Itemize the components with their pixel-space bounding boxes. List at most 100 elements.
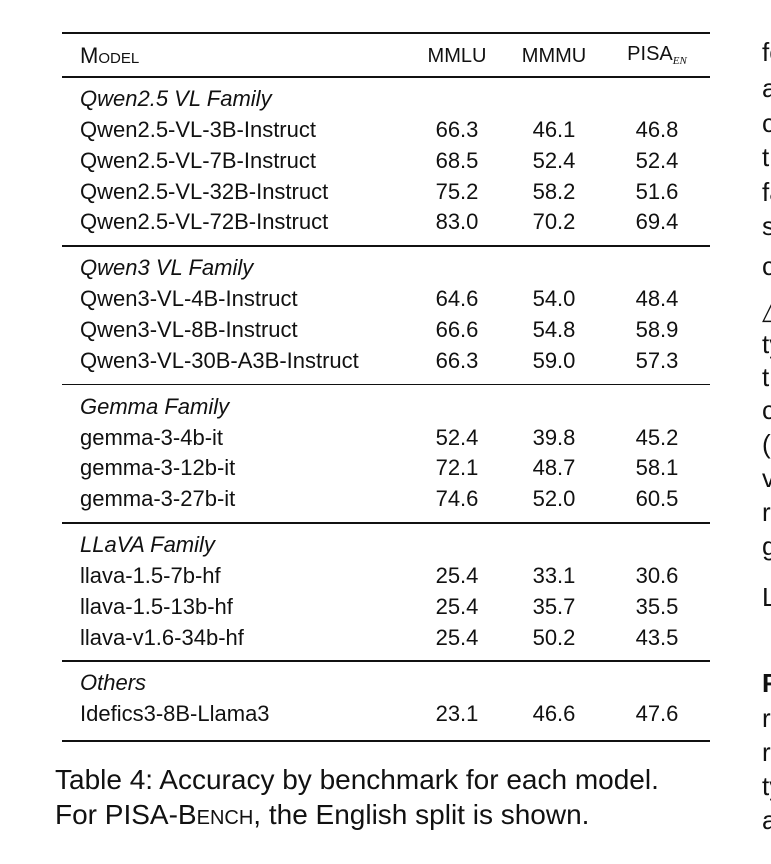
model-name: Qwen3-VL-30B-A3B-Instruct — [80, 347, 359, 373]
side-text: ty — [762, 329, 771, 359]
score: 35.5 — [635, 593, 679, 619]
score: 66.3 — [435, 117, 479, 142]
score: 66.6 — [435, 317, 479, 342]
score: 43.5 — [635, 624, 679, 650]
score: 68.5 — [435, 147, 479, 173]
side-text: L — [762, 582, 771, 612]
score: 58.2 — [532, 178, 576, 204]
score: 54.0 — [532, 286, 576, 312]
score: 46.1 — [532, 117, 576, 142]
header-sub: en — [672, 52, 687, 68]
score: 33.1 — [532, 563, 576, 588]
score: 70.2 — [532, 209, 576, 235]
side-text: fc — [762, 37, 771, 67]
score: 30.6 — [635, 563, 679, 588]
rule — [62, 32, 710, 34]
model-name: gemma-3-12b-it — [80, 455, 236, 481]
model-name: llava-v1.6-34b-hf — [80, 624, 244, 650]
model-name: Qwen3-VL-4B-Instruct — [80, 286, 298, 312]
score: 46.6 — [532, 701, 576, 727]
header-text: PISA — [627, 43, 673, 65]
model-name: Qwen2.5-VL-7B-Instruct — [80, 147, 316, 173]
score: 74.6 — [435, 486, 479, 512]
side-text: c — [762, 108, 771, 138]
score: 54.8 — [532, 317, 576, 342]
score: 48.4 — [635, 286, 679, 312]
side-text: r — [762, 703, 771, 733]
side-text: t — [762, 362, 770, 392]
header-cell: Model — [80, 43, 140, 68]
score: 25.4 — [435, 593, 479, 619]
rule — [62, 76, 710, 78]
caption-line: Table 4: Accuracy by benchmark for each … — [55, 764, 659, 795]
score: 23.1 — [435, 701, 479, 727]
rule — [62, 522, 710, 524]
score: 52.4 — [435, 424, 479, 450]
side-text: c — [762, 395, 771, 425]
score: 83.0 — [435, 209, 479, 235]
score: 25.4 — [435, 563, 479, 588]
group-title: Qwen2.5 VL Family — [80, 86, 272, 111]
score: 47.6 — [635, 701, 679, 727]
score: 58.1 — [635, 455, 679, 481]
score: 64.6 — [435, 286, 479, 312]
score: 58.9 — [635, 317, 679, 342]
caption-text: , the English split is shown. — [253, 799, 590, 830]
caption-text: Bench — [177, 799, 254, 830]
side-text: r — [762, 737, 771, 767]
side-text: t — [762, 142, 770, 172]
score: 52.0 — [532, 486, 576, 512]
score: 45.2 — [635, 424, 679, 450]
score: 69.4 — [635, 209, 679, 235]
side-text: F — [762, 668, 771, 698]
rule — [62, 245, 710, 247]
score: 60.5 — [635, 486, 679, 512]
score: 57.3 — [635, 347, 679, 373]
header-cell: PISAen — [627, 44, 687, 68]
header-cell: MMMU — [521, 45, 587, 67]
score: 75.2 — [435, 178, 479, 204]
score: 51.6 — [635, 178, 679, 204]
score: 66.3 — [435, 347, 479, 373]
model-name: Qwen2.5-VL-3B-Instruct — [80, 117, 316, 142]
rule — [62, 740, 710, 743]
model-name: Qwen3-VL-8B-Instruct — [80, 317, 298, 342]
side-text: r — [762, 497, 771, 527]
side-text: fa — [762, 177, 771, 207]
side-text: a — [762, 805, 771, 835]
group-title: Qwen3 VL Family — [80, 255, 254, 281]
model-name: Qwen2.5-VL-32B-Instruct — [80, 178, 329, 204]
rule — [62, 660, 710, 662]
model-name: gemma-3-4b-it — [80, 424, 224, 450]
group-title: LLaVA Family — [80, 532, 215, 557]
score: 46.8 — [635, 117, 679, 142]
side-text: ( — [762, 429, 771, 459]
side-text: a — [762, 73, 771, 103]
model-name: llava-1.5-7b-hf — [80, 563, 221, 588]
score: 52.4 — [532, 147, 576, 173]
side-text: △ — [762, 297, 771, 323]
model-name: gemma-3-27b-it — [80, 486, 236, 512]
score: 72.1 — [435, 455, 479, 481]
score: 39.8 — [532, 424, 576, 450]
group-title: Others — [80, 670, 147, 696]
group-title: Gemma Family — [80, 393, 230, 419]
side-text: ty — [762, 771, 771, 801]
caption-line: For PISA-Bench, the English split is sho… — [55, 801, 589, 829]
score: 35.7 — [532, 593, 576, 619]
model-name: Idefics3-8B-Llama3 — [80, 701, 270, 727]
score: 50.2 — [532, 624, 576, 650]
model-name: llava-1.5-13b-hf — [80, 593, 233, 619]
score: 52.4 — [635, 147, 679, 173]
score: 25.4 — [435, 624, 479, 650]
caption-text: For PISA- — [55, 799, 178, 830]
score: 48.7 — [532, 455, 576, 481]
side-text: c — [762, 251, 771, 281]
rule — [62, 383, 710, 386]
model-name: Qwen2.5-VL-72B-Instruct — [80, 209, 329, 235]
side-text: s — [762, 211, 771, 241]
score: 59.0 — [532, 347, 576, 373]
side-text: g — [762, 531, 771, 561]
header-cell: MMLU — [427, 45, 487, 67]
